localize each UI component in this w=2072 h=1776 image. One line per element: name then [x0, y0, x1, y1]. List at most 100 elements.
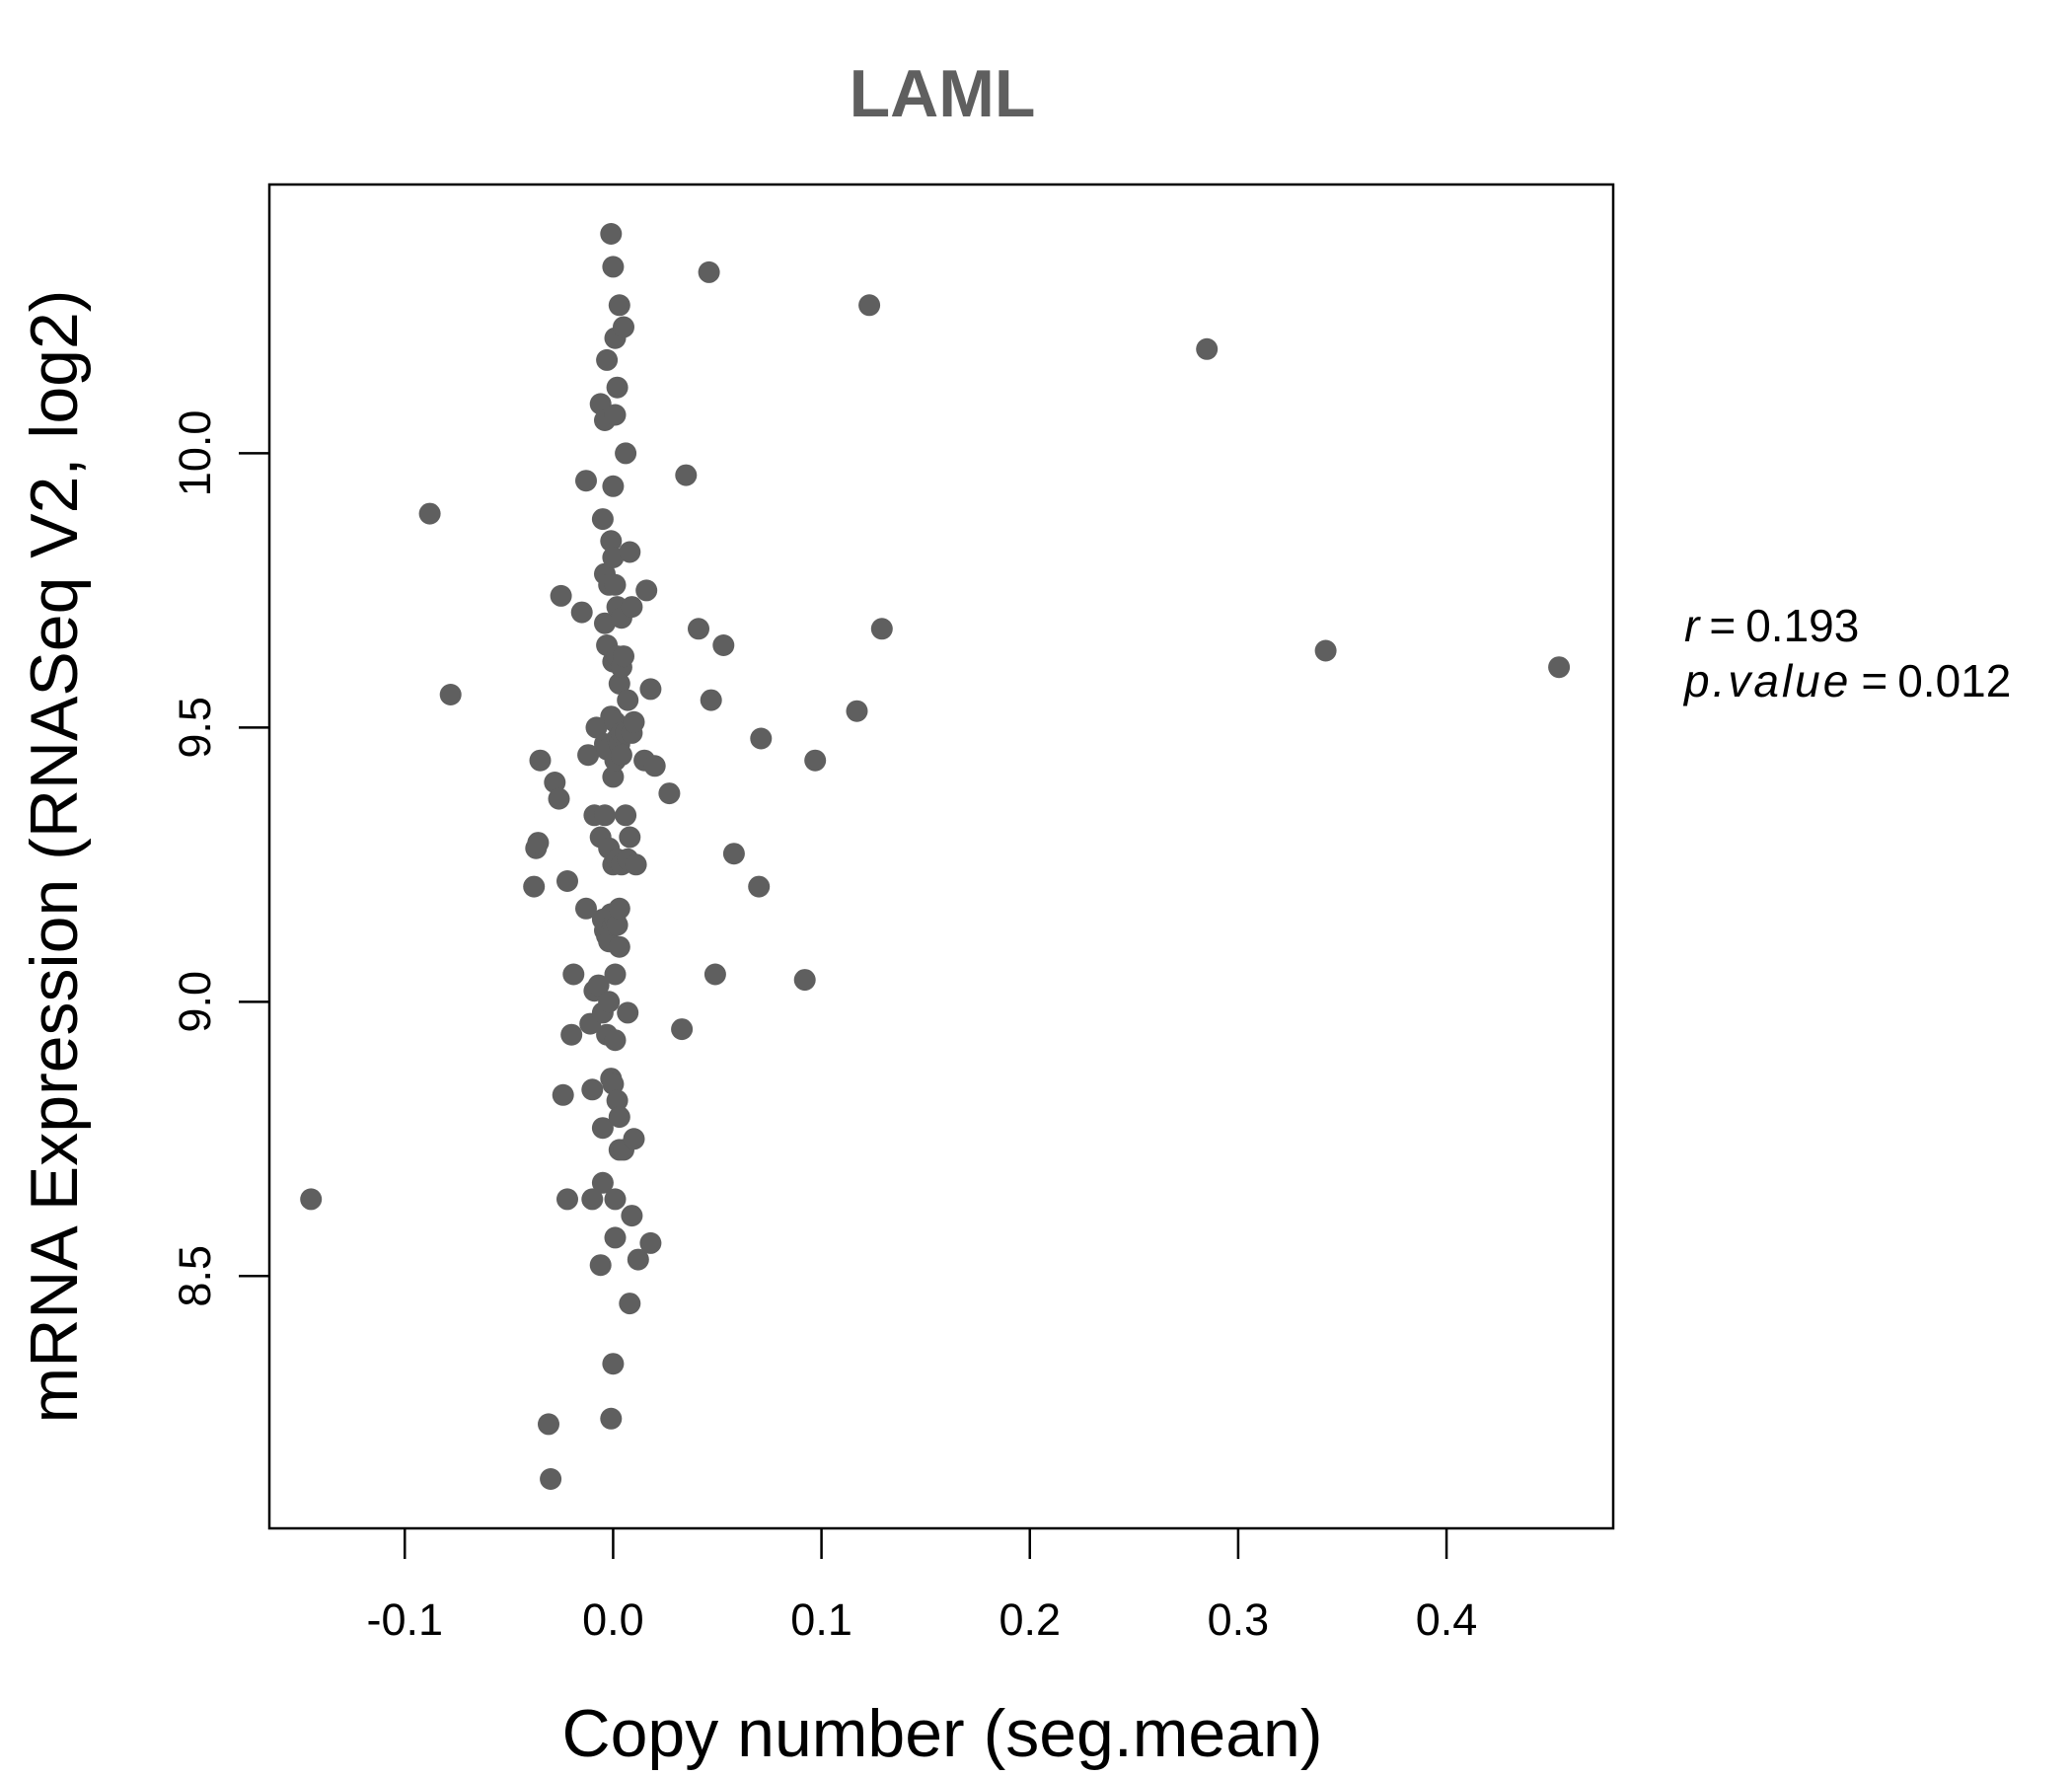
data-point-76 — [606, 376, 629, 399]
data-point-58 — [602, 475, 625, 497]
x-tick-label: -0.1 — [366, 1594, 443, 1645]
data-point-7 — [538, 1413, 559, 1436]
data-point-35 — [591, 1117, 614, 1140]
data-point-93 — [610, 744, 632, 767]
data-point-126 — [712, 634, 735, 656]
data-point-12 — [552, 1083, 574, 1106]
data-point-105 — [619, 826, 641, 849]
r-stat-line: r = 0.193 — [1684, 600, 1859, 651]
y-tick-label: 9.0 — [170, 971, 220, 1033]
data-points — [300, 223, 1571, 1490]
data-point-14 — [556, 1188, 578, 1211]
data-point-109 — [621, 1205, 643, 1227]
data-point-133 — [858, 294, 881, 317]
data-point-83 — [608, 294, 630, 317]
data-point-56 — [600, 1407, 623, 1430]
data-point-99 — [615, 804, 637, 827]
data-point-120 — [671, 1018, 694, 1041]
data-point-104 — [619, 541, 641, 563]
data-point-23 — [581, 1188, 604, 1211]
data-point-67 — [604, 404, 627, 426]
x-tick-label: 0.1 — [790, 1594, 852, 1645]
data-point-107 — [621, 596, 643, 619]
data-point-88 — [608, 1106, 630, 1129]
data-point-111 — [623, 710, 645, 733]
data-point-34 — [591, 1171, 614, 1194]
data-point-11 — [550, 584, 572, 607]
data-point-57 — [602, 256, 625, 278]
x-tick-label: 0.0 — [582, 1594, 644, 1645]
data-point-38 — [594, 612, 616, 634]
data-point-18 — [575, 470, 597, 492]
data-point-134 — [870, 618, 893, 640]
data-point-135 — [1196, 337, 1219, 360]
data-point-123 — [698, 260, 720, 283]
x-tick-label: 0.3 — [1208, 1594, 1270, 1645]
data-point-51 — [600, 223, 623, 245]
r-stat-symbol: r — [1684, 600, 1701, 651]
data-point-118 — [643, 755, 666, 777]
data-point-75 — [604, 1226, 627, 1249]
x-tick-label: 0.2 — [999, 1594, 1061, 1645]
correlation-stats: r = 0.193 p.value = 0.012 — [1682, 600, 2011, 706]
data-point-5 — [527, 832, 550, 854]
data-point-50 — [598, 991, 621, 1013]
data-point-101 — [617, 689, 639, 711]
data-point-117 — [639, 1231, 662, 1254]
data-point-73 — [604, 1029, 627, 1052]
data-point-6 — [529, 749, 552, 772]
data-point-122 — [688, 618, 709, 640]
y-axis-label: mRNA Expression (RNASeq V2, log2) — [17, 290, 92, 1424]
x-axis-label: Copy number (seg.mean) — [561, 1696, 1322, 1771]
data-point-13 — [556, 870, 578, 892]
data-point-74 — [604, 1188, 627, 1211]
data-point-68 — [604, 573, 627, 596]
data-point-84 — [608, 672, 630, 695]
data-point-115 — [635, 579, 658, 602]
x-axis: -0.1 0.0 0.1 0.2 0.3 0.4 — [366, 1528, 1477, 1645]
data-point-106 — [619, 1293, 641, 1315]
data-point-27 — [587, 974, 610, 997]
data-point-110 — [623, 1128, 645, 1150]
x-tick-label: 0.4 — [1416, 1594, 1478, 1645]
data-point-10 — [548, 787, 570, 810]
data-point-82 — [606, 1089, 629, 1112]
plot-frame — [267, 183, 1615, 1530]
data-point-59 — [602, 547, 625, 568]
y-tick-label: 10.0 — [170, 410, 220, 497]
data-point-9 — [544, 772, 566, 793]
data-point-121 — [675, 464, 698, 486]
data-point-52 — [600, 530, 623, 553]
data-point-129 — [750, 727, 773, 750]
data-point-96 — [613, 645, 634, 668]
data-point-16 — [562, 963, 585, 986]
y-tick-label: 8.5 — [170, 1245, 220, 1307]
data-point-81 — [606, 914, 629, 936]
data-point-124 — [700, 689, 722, 711]
data-point-116 — [639, 678, 662, 701]
data-point-87 — [608, 935, 630, 958]
chart-title: LAML — [850, 56, 1036, 131]
data-point-119 — [658, 782, 681, 805]
data-point-40 — [594, 804, 616, 827]
data-point-95 — [613, 316, 634, 338]
data-point-29 — [589, 1254, 612, 1277]
data-point-132 — [846, 700, 868, 722]
data-point-42 — [596, 348, 619, 371]
data-point-3 — [523, 875, 546, 898]
data-point-103 — [617, 1001, 639, 1024]
data-point-86 — [608, 897, 630, 920]
data-point-130 — [793, 969, 816, 992]
data-point-137 — [1548, 656, 1571, 679]
p-stat-symbol: p.value — [1682, 655, 1851, 706]
data-point-112 — [625, 853, 647, 876]
data-point-61 — [602, 766, 625, 788]
data-point-113 — [627, 1248, 649, 1271]
y-tick-label: 9.5 — [170, 697, 220, 759]
data-point-19 — [575, 897, 597, 920]
data-point-127 — [722, 843, 745, 865]
y-axis: 8.5 9.0 9.5 10.0 — [170, 410, 269, 1307]
data-point-15 — [560, 1023, 583, 1046]
data-point-2 — [439, 684, 462, 705]
